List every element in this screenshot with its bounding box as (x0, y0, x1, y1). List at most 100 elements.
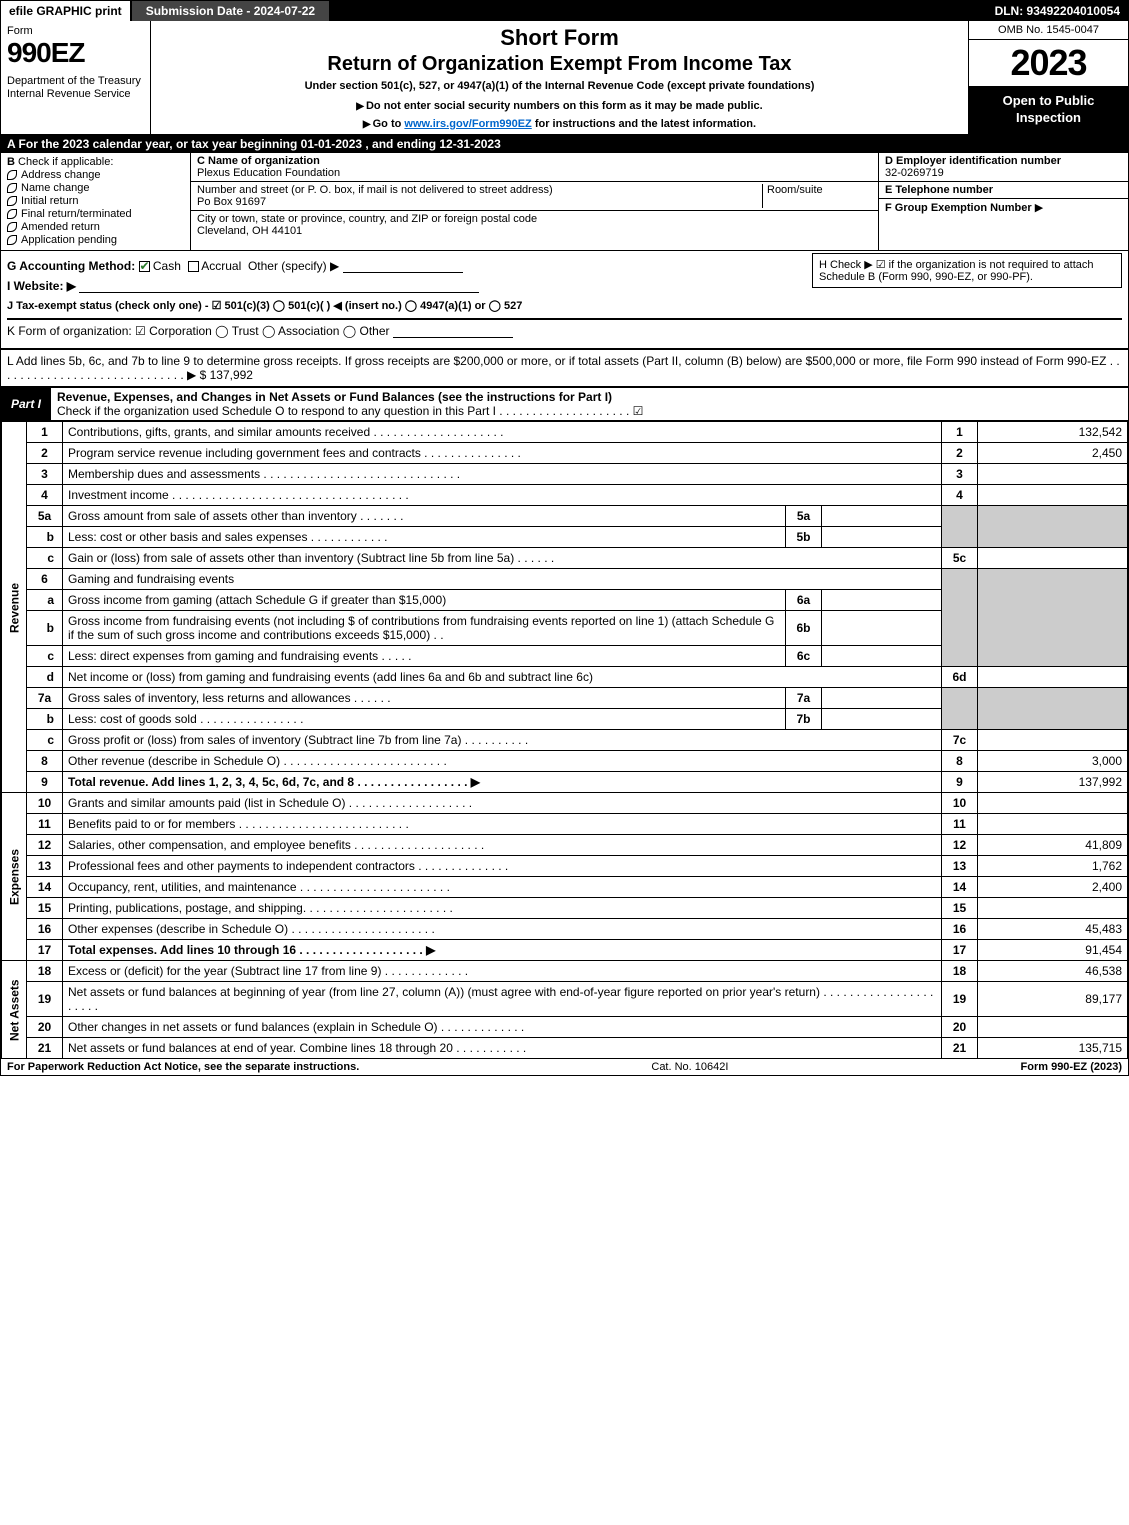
table-row: 5a Gross amount from sale of assets othe… (2, 506, 1128, 527)
chk-final-return[interactable]: Final return/terminated (7, 208, 184, 220)
line-num: 16 (27, 919, 63, 940)
shaded-cell (942, 569, 978, 667)
line-num: 11 (27, 814, 63, 835)
line-value (978, 667, 1128, 688)
c-city-row: City or town, state or province, country… (191, 211, 878, 239)
line-num: 6 (27, 569, 63, 590)
part-i-desc: Revenue, Expenses, and Changes in Net As… (51, 387, 1128, 421)
g-label: G Accounting Method: (7, 259, 135, 273)
shaded-cell (942, 506, 978, 548)
goto-suffix: for instructions and the latest informat… (532, 118, 756, 130)
line-desc: Net income or (loss) from gaming and fun… (63, 667, 942, 688)
k-other-input[interactable] (393, 326, 513, 338)
chk-address-change[interactable]: Address change (7, 169, 184, 181)
do-not-enter-text: Do not enter social security numbers on … (366, 100, 763, 112)
chk-application-pending[interactable]: Application pending (7, 234, 184, 246)
line-num: 9 (27, 772, 63, 793)
inner-value (822, 527, 942, 548)
line-refnum: 19 (942, 982, 978, 1017)
line-desc: Net assets or fund balances at end of ye… (63, 1038, 942, 1059)
other-specify-input[interactable] (343, 261, 463, 273)
checkbox-cash[interactable] (139, 261, 150, 272)
line-desc: Other revenue (describe in Schedule O) .… (63, 751, 942, 772)
addr-value: Po Box 91697 (197, 196, 266, 208)
city-label: City or town, state or province, country… (197, 213, 537, 225)
inner-refnum: 5a (786, 506, 822, 527)
line-value (978, 548, 1128, 569)
line-desc: Total expenses. Add lines 10 through 16 … (63, 940, 942, 961)
shaded-cell (978, 506, 1128, 548)
line-value: 135,715 (978, 1038, 1128, 1059)
chk-amended-return[interactable]: Amended return (7, 221, 184, 233)
line-num: b (27, 709, 63, 730)
line-value: 41,809 (978, 835, 1128, 856)
inner-value (822, 611, 942, 646)
e-telephone-row: E Telephone number (879, 182, 1128, 199)
line-num: 21 (27, 1038, 63, 1059)
checkbox-icon (7, 170, 17, 180)
table-row: 2 Program service revenue including gove… (2, 443, 1128, 464)
line-a: A For the 2023 calendar year, or tax yea… (1, 135, 1128, 153)
expenses-side-label: Expenses (2, 793, 27, 961)
line-value (978, 464, 1128, 485)
line-desc: Investment income . . . . . . . . . . . … (63, 485, 942, 506)
footer-left: For Paperwork Reduction Act Notice, see … (7, 1061, 359, 1073)
line-desc: Professional fees and other payments to … (63, 856, 942, 877)
table-row: d Net income or (loss) from gaming and f… (2, 667, 1128, 688)
section-b-through-f: B Check if applicable: Address change Na… (1, 153, 1128, 251)
line-value (978, 730, 1128, 751)
table-row: 9 Total revenue. Add lines 1, 2, 3, 4, 5… (2, 772, 1128, 793)
line-desc: Printing, publications, postage, and shi… (63, 898, 942, 919)
inner-refnum: 7a (786, 688, 822, 709)
line-value (978, 814, 1128, 835)
revenue-side-label: Revenue (2, 422, 27, 793)
line-desc: Salaries, other compensation, and employ… (63, 835, 942, 856)
chk-label: Amended return (21, 221, 100, 233)
line-num: 2 (27, 443, 63, 464)
checkbox-accrual[interactable] (188, 261, 199, 272)
line-refnum: 1 (942, 422, 978, 443)
line-value: 2,400 (978, 877, 1128, 898)
table-row: 11 Benefits paid to or for members . . .… (2, 814, 1128, 835)
line-desc: Gain or (loss) from sale of assets other… (63, 548, 942, 569)
accrual-label: Accrual (201, 259, 241, 273)
line-refnum: 16 (942, 919, 978, 940)
d-label: D Employer identification number (885, 155, 1061, 167)
website-input[interactable] (79, 281, 479, 293)
line-num: c (27, 548, 63, 569)
f-label: F Group Exemption Number (885, 202, 1032, 214)
goto-link[interactable]: www.irs.gov/Form990EZ (404, 118, 531, 130)
dln-label: DLN: 93492204010054 (987, 1, 1128, 21)
chk-name-change[interactable]: Name change (7, 182, 184, 194)
section-h-box: H Check ▶ ☑ if the organization is not r… (812, 253, 1122, 288)
h-text: H Check ▶ ☑ if the organization is not r… (819, 259, 1094, 283)
form-header: Form 990EZ Department of the Treasury In… (1, 21, 1128, 135)
line-refnum: 14 (942, 877, 978, 898)
table-row: 12 Salaries, other compensation, and emp… (2, 835, 1128, 856)
line-desc: Less: direct expenses from gaming and fu… (63, 646, 786, 667)
line-refnum: 9 (942, 772, 978, 793)
table-row: c Gain or (loss) from sale of assets oth… (2, 548, 1128, 569)
line-num: 8 (27, 751, 63, 772)
line-value: 132,542 (978, 422, 1128, 443)
line-desc: Less: cost or other basis and sales expe… (63, 527, 786, 548)
goto-prefix: Go to (373, 118, 405, 130)
line-value: 2,450 (978, 443, 1128, 464)
chk-initial-return[interactable]: Initial return (7, 195, 184, 207)
line-refnum: 2 (942, 443, 978, 464)
line-num: 1 (27, 422, 63, 443)
line-k: K Form of organization: ☑ Corporation ◯ … (7, 318, 1122, 338)
header-left: Form 990EZ Department of the Treasury In… (1, 21, 151, 134)
addr-label: Number and street (or P. O. box, if mail… (197, 184, 553, 196)
line-desc: Total revenue. Add lines 1, 2, 3, 4, 5c,… (63, 772, 942, 793)
city-value: Cleveland, OH 44101 (197, 225, 302, 237)
line-num: 18 (27, 961, 63, 982)
section-g-through-k: G Accounting Method: Cash Accrual Other … (1, 251, 1128, 350)
line-num: c (27, 730, 63, 751)
footer-mid: Cat. No. 10642I (651, 1061, 728, 1073)
line-value: 3,000 (978, 751, 1128, 772)
line-refnum: 6d (942, 667, 978, 688)
efile-print-label[interactable]: efile GRAPHIC print (1, 1, 132, 21)
table-row: 8 Other revenue (describe in Schedule O)… (2, 751, 1128, 772)
line-refnum: 20 (942, 1017, 978, 1038)
